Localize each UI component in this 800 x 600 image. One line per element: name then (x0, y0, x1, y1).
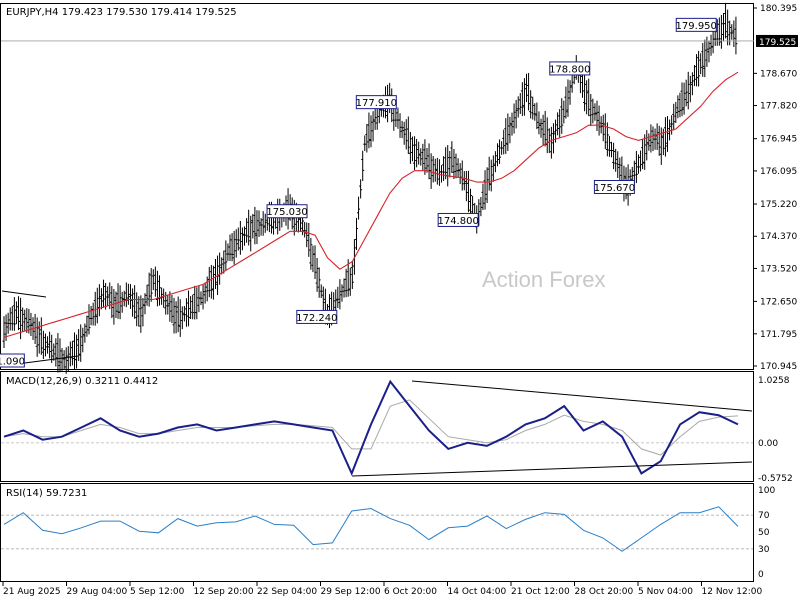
moving-average-line (3, 71, 739, 338)
macd-title: MACD(12,26,9) 0.3211 0.4412 (6, 376, 158, 387)
rsi-title: RSI(14) 59.7231 (6, 488, 87, 499)
x-tick-label: 21 Aug 2025 (3, 587, 61, 597)
annotation-label: 178.800 (549, 64, 590, 75)
price-chart-title: EURJPY,H4 179.423 179.530 179.414 179.52… (6, 7, 237, 18)
price-annotation: 172.240 (296, 309, 338, 324)
rsi-y-label: 30 (758, 545, 770, 555)
price-annotation: 174.800 (437, 212, 479, 227)
x-tick-label: 29 Aug 04:00 (67, 587, 128, 597)
annotation-box (437, 212, 479, 227)
rsi-line (3, 506, 739, 552)
rsi-y-label: 50 (758, 528, 770, 538)
current-price-tag (756, 34, 798, 47)
annotation-box (296, 309, 338, 324)
annotation-box (266, 204, 308, 219)
trendline-upper (1, 290, 47, 298)
price-annotation: 177.910 (355, 95, 397, 110)
macd-trendline-upper (411, 380, 753, 412)
rsi-panel-frame (0, 483, 754, 582)
macd-signal-line (3, 399, 739, 456)
annotation-box (593, 180, 635, 194)
x-tick-label: 28 Oct 20:00 (575, 587, 634, 597)
y-tick-label: 176.945 (760, 135, 797, 145)
rsi-layer (1, 506, 753, 552)
price-layer: 171.090 175.030 172.240 177.910 174.800 178.8… (0, 2, 754, 374)
y-tick-label: 171.795 (760, 330, 797, 340)
annotation-label: 172.240 (296, 313, 337, 324)
y-tick-label: 172.650 (760, 297, 797, 307)
y-tick-label: 176.095 (760, 167, 797, 177)
annotation-box (549, 61, 591, 76)
annotation-label: 175.670 (594, 183, 635, 194)
x-tick-label: 5 Nov 04:00 (638, 587, 693, 597)
macd-line (3, 379, 739, 476)
macd-y-label: 1.0258 (758, 376, 790, 386)
y-tick-label: 170.945 (760, 362, 797, 372)
price-annotation: 175.030 (266, 204, 308, 219)
x-tick-label: 22 Sep 04:00 (257, 587, 317, 597)
macd-layer (1, 379, 753, 477)
x-tick-label: 5 Sep 12:00 (130, 587, 185, 597)
macd-y-label: 0.00 (758, 439, 778, 449)
watermark: Action Forex (482, 267, 606, 292)
rsi-y-label: 0 (758, 570, 764, 580)
annotation-label: 177.910 (356, 98, 397, 109)
annotation-label: 174.800 (437, 216, 478, 227)
price-panel-frame (0, 3, 754, 370)
x-tick-label: 12 Nov 12:00 (702, 587, 763, 597)
rsi-y-label: 100 (758, 486, 775, 496)
annotation-label: 175.030 (266, 207, 307, 218)
y-tick-label: 175.220 (760, 200, 797, 210)
current-price-label: 179.525 (759, 38, 796, 48)
macd-y-label: -0.5752 (758, 474, 793, 484)
y-tick-label: 174.370 (760, 232, 797, 242)
x-tick-label: 6 Oct 20:00 (384, 587, 437, 597)
annotation-box (355, 95, 397, 110)
macd-panel-frame (0, 371, 754, 482)
axis-layer: 180.395 179.525 178.670 177.820 176.945 176.0… (2, 4, 798, 597)
macd-trendline-lower (351, 461, 753, 477)
annotation-label: 179.950 (676, 21, 717, 32)
price-annotation: 175.670 (593, 180, 635, 194)
x-tick-label: 21 Oct 12:00 (511, 587, 570, 597)
x-tick-label: 12 Sep 20:00 (194, 587, 254, 597)
annotation-label: 171.090 (0, 357, 25, 368)
y-tick-label: 178.670 (760, 69, 797, 79)
x-tick-label: 14 Oct 04:00 (448, 587, 507, 597)
annotation-box (0, 353, 25, 368)
price-annotation: 171.090 (0, 353, 25, 368)
price-annotation: 178.800 (549, 61, 591, 76)
annotation-box (675, 17, 717, 32)
y-tick-label: 173.520 (760, 264, 797, 274)
x-tick-label: 29 Sep 12:00 (321, 587, 381, 597)
y-tick-label: 180.395 (760, 4, 797, 14)
y-tick-label: 177.820 (760, 102, 797, 112)
price-annotation: 179.950 (675, 17, 717, 32)
rsi-y-label: 70 (758, 511, 770, 521)
